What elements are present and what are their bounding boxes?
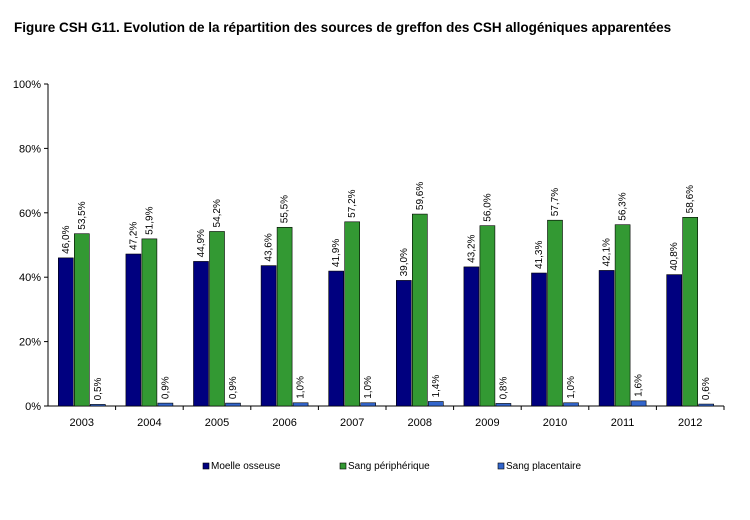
bar xyxy=(360,402,377,407)
x-tick-label: 2007 xyxy=(340,417,364,429)
data-label: 1,6% xyxy=(634,374,645,397)
data-label: 43,2% xyxy=(466,234,477,262)
x-tick-label: 2004 xyxy=(137,417,161,429)
y-tick-label: 20% xyxy=(19,337,41,349)
bar xyxy=(74,233,90,407)
x-tick-label: 2005 xyxy=(205,417,229,429)
data-label: 1,4% xyxy=(431,375,442,398)
data-label: 51,9% xyxy=(144,206,155,234)
data-label: 56,0% xyxy=(482,193,493,221)
x-tick-label: 2003 xyxy=(70,417,94,429)
bar xyxy=(547,219,563,407)
bar xyxy=(90,404,106,407)
legend-swatch xyxy=(339,462,347,470)
y-tick-label: 0% xyxy=(25,401,41,413)
legend: Moelle osseuse Sang périphérique Sang plac… xyxy=(202,461,581,472)
bar xyxy=(563,402,579,407)
data-label: 1,0% xyxy=(296,376,307,399)
bar xyxy=(57,257,74,407)
data-label: 0,6% xyxy=(701,377,712,400)
legend-swatch xyxy=(497,462,505,470)
bar xyxy=(292,402,309,407)
x-tick-label: 2009 xyxy=(475,417,499,429)
bar xyxy=(276,226,293,407)
data-label: 1,0% xyxy=(566,376,577,399)
data-label: 53,5% xyxy=(77,201,88,229)
legend-label: Sang placentaire xyxy=(506,461,581,472)
data-label: 58,6% xyxy=(685,185,696,213)
bar xyxy=(479,225,496,407)
x-axis: 2003 2004 2005 2006 2007 2008 2009 2010 2011 2012 xyxy=(48,405,725,429)
data-label: 46,0% xyxy=(61,225,72,253)
bar xyxy=(531,272,547,407)
bar xyxy=(666,274,683,407)
bar xyxy=(427,401,444,407)
legend-label: Moelle osseuse xyxy=(211,461,281,472)
bars xyxy=(57,213,715,407)
y-tick-label: 60% xyxy=(19,208,41,220)
bar xyxy=(598,270,615,407)
x-tick-label: 2008 xyxy=(408,417,432,429)
data-label: 0,5% xyxy=(93,377,104,400)
data-label: 57,2% xyxy=(347,189,358,217)
data-label: 59,6% xyxy=(415,182,426,210)
chart-title: Figure CSH G11. Evolution de la répartit… xyxy=(14,20,672,35)
y-tick-label: 100% xyxy=(13,79,41,91)
bar xyxy=(630,400,647,407)
bar xyxy=(411,213,428,407)
data-label: 55,5% xyxy=(280,195,291,223)
bar xyxy=(698,403,715,407)
bar xyxy=(125,253,142,407)
data-label: 44,9% xyxy=(196,229,207,257)
bar xyxy=(495,403,512,407)
data-label: 40,8% xyxy=(669,242,680,270)
x-tick-label: 2012 xyxy=(678,417,702,429)
bar xyxy=(395,280,412,407)
data-label: 42,1% xyxy=(602,238,613,266)
data-label: 43,6% xyxy=(264,233,275,261)
x-tick-label: 2006 xyxy=(272,417,296,429)
x-tick-label: 2011 xyxy=(611,417,635,429)
legend-swatch xyxy=(202,462,210,470)
y-tick-label: 80% xyxy=(19,143,41,155)
data-label: 54,2% xyxy=(212,199,223,227)
bar xyxy=(225,402,241,407)
bar xyxy=(209,231,225,407)
bar xyxy=(141,238,158,407)
data-labels: 46,0% 53,5% 0,5% 47,2% 51,9% 0,9% 44,9% 54,2% 0,… xyxy=(61,182,712,401)
bar xyxy=(463,266,480,407)
data-label: 41,9% xyxy=(331,239,342,267)
legend-label: Sang périphérique xyxy=(348,461,430,472)
bar xyxy=(614,224,631,407)
bar xyxy=(344,221,361,407)
data-label: 47,2% xyxy=(128,222,139,250)
bar xyxy=(193,261,209,407)
bar xyxy=(260,265,277,407)
bar xyxy=(328,270,345,407)
data-label: 57,7% xyxy=(550,188,561,216)
y-axis: 0% 20% 40% 60% 80% 100% xyxy=(13,79,49,413)
data-label: 41,3% xyxy=(534,241,545,269)
bar xyxy=(682,217,699,407)
data-label: 0,9% xyxy=(228,376,239,399)
y-tick-label: 40% xyxy=(19,272,41,284)
data-label: 56,3% xyxy=(618,192,629,220)
data-label: 0,8% xyxy=(498,377,509,400)
data-label: 1,0% xyxy=(363,376,374,399)
bar xyxy=(157,402,174,407)
data-label: 39,0% xyxy=(399,248,410,276)
x-tick-label: 2010 xyxy=(543,417,567,429)
data-label: 0,9% xyxy=(160,376,171,399)
